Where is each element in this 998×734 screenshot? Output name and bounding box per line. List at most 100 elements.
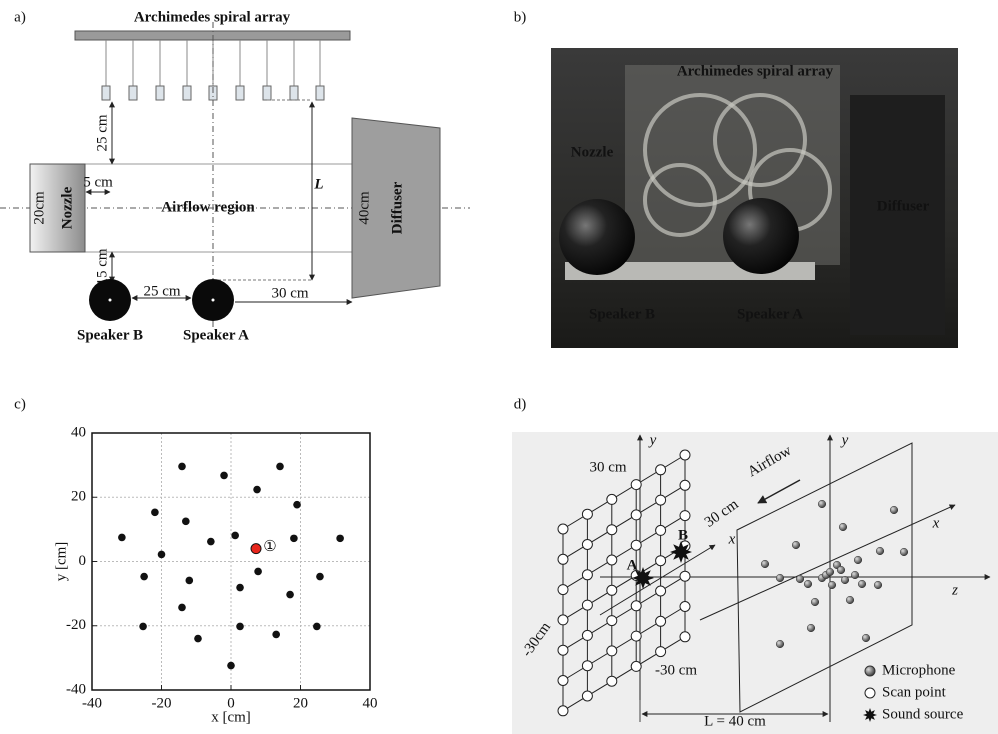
- nozzle-label: Nozzle: [59, 186, 75, 229]
- microphone-point: [276, 463, 284, 471]
- highlight-point: [251, 544, 261, 554]
- speaker-label: Speaker A: [183, 327, 249, 343]
- array-label: Archimedes spiral array: [677, 63, 834, 79]
- y-tick-label: 0: [79, 553, 87, 569]
- y-tick-label: 40: [71, 424, 86, 440]
- microphone: [776, 640, 784, 648]
- diffuser-label: Diffuser: [877, 198, 930, 214]
- microphone-point: [316, 573, 324, 581]
- scan-point: [558, 554, 568, 564]
- diffuser-label: Diffuser: [389, 181, 405, 234]
- mic-body: [102, 86, 110, 100]
- microphone: [826, 568, 834, 576]
- microphone: [858, 580, 866, 588]
- diffuser-photo: [850, 95, 945, 335]
- scan-point: [558, 615, 568, 625]
- speaker-label: Speaker B: [77, 327, 143, 343]
- scan-point: [582, 570, 592, 580]
- scan-point: [680, 450, 690, 460]
- microphone: [828, 581, 836, 589]
- scan-point: [656, 495, 666, 505]
- microphone-point: [182, 518, 190, 526]
- microphone: [846, 596, 854, 604]
- axis-label: x: [728, 531, 736, 547]
- microphone-point: [236, 584, 244, 592]
- distance-label: L = 40 cm: [704, 713, 766, 729]
- legend-label: Sound source: [882, 706, 964, 722]
- speaker-photo: [559, 199, 635, 275]
- scan-point: [607, 494, 617, 504]
- figure: a)b)c)d)Archimedes spiral arrayNozzle20c…: [0, 0, 998, 734]
- microphone: [841, 576, 849, 584]
- scan-point: [582, 600, 592, 610]
- airflow-region-label: Airflow region: [161, 199, 255, 215]
- microphone: [854, 556, 862, 564]
- nozzle-label: Nozzle: [571, 144, 614, 160]
- microphone-point: [227, 662, 235, 670]
- mic-body: [316, 86, 324, 100]
- legend-sound-source: [863, 708, 877, 722]
- microphone-point: [140, 573, 148, 581]
- scan-point: [656, 465, 666, 475]
- microphone-point: [336, 535, 344, 543]
- speaker-photo: [723, 198, 799, 274]
- microphone: [818, 500, 826, 508]
- dimension-label: 30 cm: [271, 285, 308, 301]
- microphone-point: [118, 534, 126, 542]
- panel-label: d): [514, 396, 527, 412]
- scan-point: [607, 676, 617, 686]
- panel-label: a): [14, 9, 26, 25]
- legend-scan-point: [865, 688, 875, 698]
- dimension-label: 30 cm: [589, 459, 626, 475]
- source-label: A: [627, 557, 638, 573]
- scan-point: [680, 632, 690, 642]
- scan-point: [582, 509, 592, 519]
- microphone-point: [178, 604, 186, 612]
- scan-point: [607, 555, 617, 565]
- scan-point: [680, 511, 690, 521]
- scan-point: [558, 585, 568, 595]
- microphone-point: [186, 577, 194, 585]
- source-label: B: [678, 527, 688, 543]
- microphone: [761, 560, 769, 568]
- x-tick-label: -20: [152, 695, 172, 711]
- microphone-point: [254, 568, 262, 576]
- mic-body: [290, 86, 298, 100]
- microphone-point: [272, 631, 280, 639]
- axis-label: y: [648, 432, 657, 448]
- scan-point: [680, 571, 690, 581]
- microphone: [776, 574, 784, 582]
- scan-point: [631, 480, 641, 490]
- dimension-label: -30 cm: [655, 662, 697, 678]
- microphone: [796, 575, 804, 583]
- microphone: [811, 598, 819, 606]
- scan-point: [582, 540, 592, 550]
- scan-point: [680, 602, 690, 612]
- dimension-label: 40cm: [356, 191, 372, 225]
- scan-point: [631, 661, 641, 671]
- scan-point: [558, 645, 568, 655]
- dimension-label: 20cm: [31, 191, 47, 225]
- panel-label: b): [514, 9, 527, 25]
- dimension-label: 25 cm: [143, 283, 180, 299]
- scan-point: [558, 676, 568, 686]
- scan-point: [656, 647, 666, 657]
- x-tick-label: -40: [82, 695, 102, 711]
- microphone: [890, 506, 898, 514]
- dimension-label: 5 cm: [83, 174, 113, 190]
- scan-point: [607, 585, 617, 595]
- highlight-label: ①: [263, 539, 276, 555]
- scan-point: [656, 525, 666, 535]
- microphone-point: [194, 635, 202, 643]
- microphone: [837, 566, 845, 574]
- y-tick-label: 20: [71, 489, 86, 505]
- microphone: [874, 581, 882, 589]
- mic-body: [236, 86, 244, 100]
- x-tick-label: 40: [363, 695, 378, 711]
- scan-point: [582, 630, 592, 640]
- scan-point: [558, 524, 568, 534]
- microphone-point: [158, 551, 166, 559]
- legend-label: Scan point: [882, 684, 947, 700]
- x-axis-label: x [cm]: [211, 709, 251, 725]
- scan-point: [631, 631, 641, 641]
